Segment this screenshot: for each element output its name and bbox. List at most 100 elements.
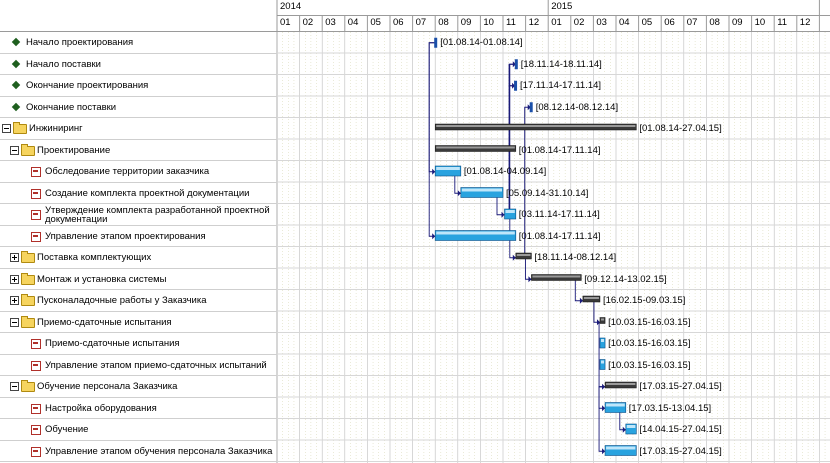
task-bar-highlight (436, 167, 460, 170)
month-label: 02 (302, 17, 314, 28)
month-label: 05 (641, 17, 653, 28)
folder-icon (21, 143, 35, 156)
expand-toggle-icon[interactable] (10, 296, 19, 305)
bar-date-label: [01.08.14-17.11.14] (518, 230, 601, 242)
task-row[interactable]: Монтаж и установка системы (0, 269, 277, 290)
task-name: Пусконаладочные работы у Заказчика (37, 295, 207, 306)
expand-toggle-icon[interactable] (10, 274, 19, 284)
task-row[interactable]: Пусконаладочные работы у Заказчика (0, 290, 277, 312)
summary-bar-highlight (606, 383, 636, 385)
month-label: 06 (393, 17, 404, 28)
link-arrowhead (579, 297, 583, 304)
task-row[interactable]: Приемо-сдаточные испытания (0, 312, 277, 333)
milestone-icon (11, 80, 21, 90)
task-name: Поставка комплектующих (37, 252, 152, 263)
bar-date-label: [14.04.15-27.04.15] (639, 424, 722, 435)
task-icon (31, 188, 41, 199)
month-label: 10 (483, 17, 494, 28)
task-row[interactable]: Окончание поставки (0, 97, 277, 118)
task-row[interactable]: Настройка оборудования (0, 398, 277, 419)
link-arrowhead (602, 448, 606, 455)
collapse-toggle-icon[interactable] (2, 124, 11, 133)
bar-date-label: [01.08.14-01.08.14] (440, 37, 523, 48)
task-icon (31, 403, 41, 414)
bar-date-label: [01.08.14-04.09.14] (463, 166, 547, 177)
task-name: Начало проектирования (26, 37, 134, 48)
task-row[interactable]: Поставка комплектующих (0, 247, 277, 269)
milestone-marker (514, 59, 518, 70)
task-name: Приемо-сдаточные испытания (45, 338, 180, 349)
task-row[interactable]: Обучение персонала Заказчика (0, 376, 277, 398)
link-arrowhead (432, 233, 436, 240)
task-name: Обучение (45, 424, 89, 435)
month-label: 08 (709, 17, 720, 28)
link-line (428, 42, 436, 173)
task-name: Настройка оборудования (45, 402, 157, 414)
bar-date-label: [18.11.14-08.12.14] (534, 252, 617, 263)
task-row[interactable]: Обследование территории заказчика (0, 161, 277, 183)
task-bar (460, 187, 504, 198)
task-row[interactable]: Управление этапом проектирования (0, 226, 277, 247)
folder-icon (13, 122, 27, 134)
folder-icon (21, 380, 35, 392)
bar-date-label: [01.08.14-17.11.14] (518, 144, 601, 156)
task-bar-highlight (600, 339, 605, 342)
collapse-toggle-icon[interactable] (10, 317, 19, 327)
task-bar-highlight (626, 425, 636, 428)
link-arrowhead (527, 104, 531, 111)
task-bar-highlight (505, 210, 515, 213)
task-bar (434, 165, 462, 177)
task-bar-highlight (606, 403, 625, 407)
month-label: 01 (551, 17, 562, 28)
bar-date-label: [05.09.14-31.10.14] (506, 187, 589, 199)
folder-icon (21, 272, 35, 285)
task-row[interactable]: Приемо-сдаточные испытания (0, 333, 277, 355)
task-bar-highlight (606, 446, 636, 450)
task-bar-highlight (436, 231, 515, 235)
link-arrowhead (622, 426, 626, 433)
month-label: 01 (280, 17, 291, 28)
milestone-icon (11, 37, 21, 47)
month-label: 10 (754, 17, 766, 28)
bar-date-label: [01.08.14-27.04.15] (639, 123, 722, 134)
task-row[interactable]: Управление этапом обучения персонала Зак… (0, 441, 277, 462)
link-arrowhead (528, 276, 532, 283)
task-name: Управление этапом обучения персонала Зак… (45, 445, 273, 457)
milestone-icon (11, 102, 21, 112)
year-label: 2015 (551, 1, 573, 12)
task-row[interactable]: Инжиниринг (0, 118, 277, 140)
bar-date-label: [03.11.14-17.11.14] (518, 209, 600, 220)
task-icon (31, 360, 41, 371)
month-label: 08 (438, 17, 449, 28)
month-label: 09 (460, 17, 472, 28)
task-name: Управление этапом приемо-сдаточных испыт… (45, 359, 267, 371)
task-name: Начало поставки (26, 58, 101, 70)
task-row[interactable]: Утверждение комплекта разработанной прое… (0, 204, 277, 226)
task-row[interactable]: Создание комплекта проектной документаци… (0, 183, 277, 204)
task-icon (31, 339, 41, 349)
bar-date-label: [10.03.15-16.03.15] (608, 316, 691, 328)
month-label: 03 (325, 17, 336, 28)
task-row[interactable]: Проектирование (0, 140, 277, 161)
collapse-toggle-icon[interactable] (10, 382, 19, 391)
collapse-toggle-icon[interactable] (10, 145, 19, 155)
milestone-marker (434, 37, 438, 48)
summary-bar-highlight (532, 275, 581, 278)
task-row[interactable]: Начало проектирования (0, 32, 277, 54)
task-row[interactable]: Обучение (0, 419, 277, 441)
task-name: Утверждение комплекта разработанной прое… (45, 204, 270, 225)
task-icon (31, 210, 41, 220)
task-bar (434, 230, 517, 241)
expand-toggle-icon[interactable] (10, 253, 19, 262)
bar-date-label: [08.12.14-08.12.14] (535, 101, 619, 113)
task-bar (504, 208, 517, 220)
task-row[interactable]: Начало поставки (0, 54, 277, 75)
link-arrowhead (457, 190, 461, 197)
summary-bar-highlight (436, 146, 515, 149)
task-bar (604, 402, 627, 413)
task-row[interactable]: Окончание проектирования (0, 75, 277, 97)
summary-bar-highlight (583, 297, 599, 299)
task-row[interactable]: Управление этапом приемо-сдаточных испыт… (0, 355, 277, 376)
bar-date-label: [16.02.15-09.03.15] (602, 295, 686, 306)
